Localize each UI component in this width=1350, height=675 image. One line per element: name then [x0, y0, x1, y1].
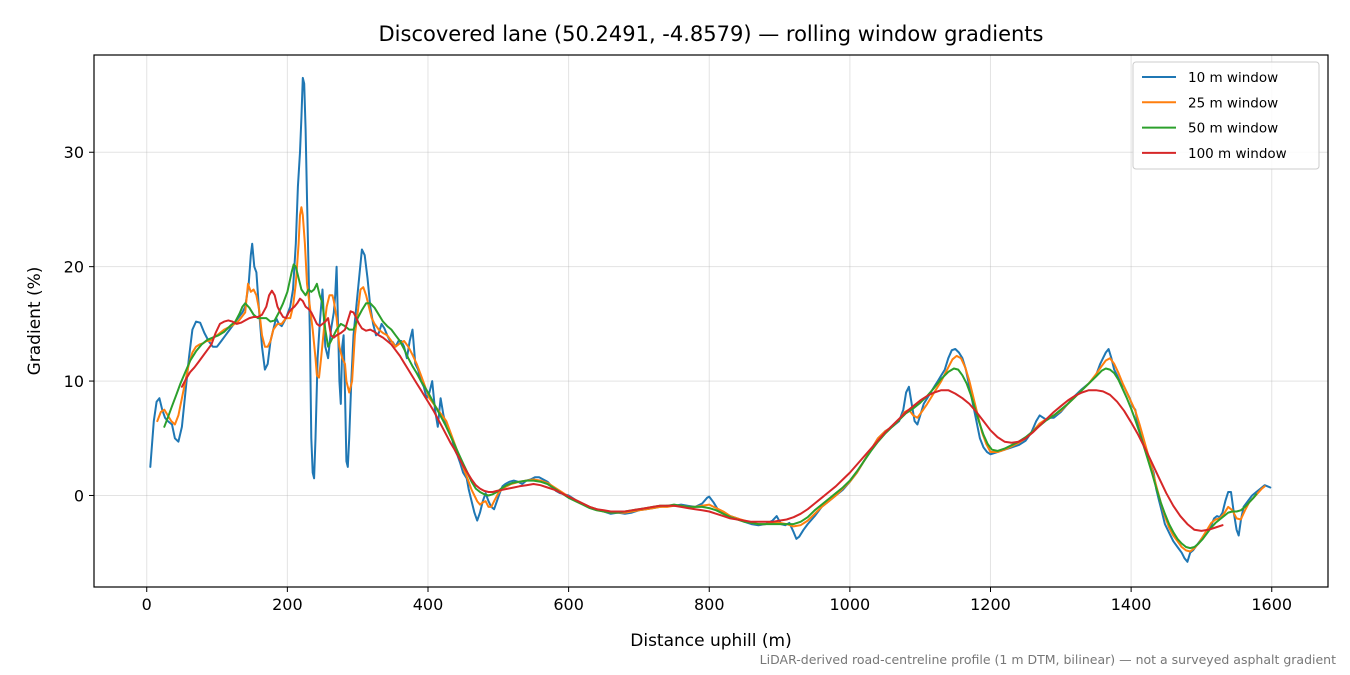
- legend: 10 m window 25 m window 50 m window 100 m w…: [1132, 61, 1320, 170]
- y-axis-label: Gradient (%): [25, 267, 45, 376]
- y-tick-label: 0: [74, 486, 84, 505]
- x-tick-label: 400: [413, 595, 444, 614]
- series-lines: [149, 76, 1272, 563]
- legend-label: 50 m window: [1188, 121, 1278, 137]
- x-tick-label: 0: [142, 595, 152, 614]
- x-axis-label: Distance uphill (m): [630, 631, 791, 651]
- footnote: LiDAR-derived road-centreline profile (1…: [760, 652, 1336, 667]
- legend-box: [1132, 61, 1320, 170]
- x-tick-label: 1600: [1251, 595, 1292, 614]
- x-axis-ticks: 0 200 400 600 800 1000 1200 1400 1600: [142, 587, 1292, 614]
- plot-frame: [93, 54, 1329, 588]
- legend-label: 100 m window: [1188, 146, 1287, 162]
- series-line: [180, 289, 1224, 532]
- x-tick-label: 600: [553, 595, 584, 614]
- legend-label: 25 m window: [1188, 95, 1278, 111]
- x-tick-label: 1200: [970, 595, 1011, 614]
- x-tick-label: 1400: [1111, 595, 1152, 614]
- y-tick-label: 10: [64, 372, 84, 391]
- y-axis-ticks: 0 10 20 30: [64, 143, 94, 505]
- x-tick-label: 800: [694, 595, 725, 614]
- x-tick-label: 200: [272, 595, 303, 614]
- y-tick-label: 30: [64, 143, 84, 162]
- chart-title: Discovered lane (50.2491, -4.8579) — rol…: [379, 22, 1044, 46]
- x-tick-label: 1000: [830, 595, 871, 614]
- legend-label: 10 m window: [1188, 70, 1278, 86]
- y-tick-label: 20: [64, 258, 84, 277]
